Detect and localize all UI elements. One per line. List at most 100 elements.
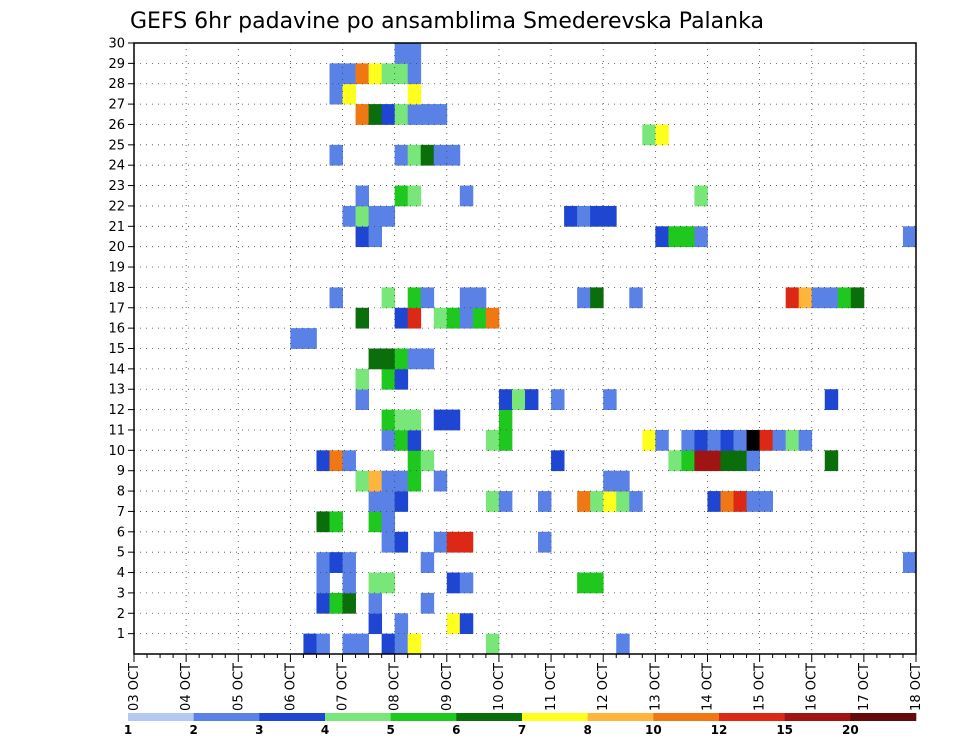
precip-cell (368, 104, 383, 125)
precip-cell (368, 572, 383, 594)
precip-cell (381, 287, 396, 309)
precip-cell (342, 592, 356, 614)
y-tick-label: 18 (108, 281, 125, 296)
colorbar-label: 5 (386, 723, 394, 737)
precip-cell (368, 470, 383, 492)
precip-cell (316, 592, 330, 614)
y-tick-label: 4 (117, 566, 125, 581)
colorbar-swatch (784, 713, 851, 721)
precip-cell (381, 491, 396, 512)
precip-cell (485, 307, 500, 329)
precip-cell (629, 287, 643, 309)
precip-cell (329, 511, 343, 533)
precip-cell (485, 429, 500, 451)
precip-cell (459, 572, 474, 594)
precip-cell (394, 185, 409, 207)
colorbar-label: 2 (189, 723, 197, 737)
y-tick-label: 23 (108, 179, 125, 194)
x-tick-label: 15 OCT (753, 663, 768, 711)
precip-cell (420, 104, 435, 125)
precip-cell (368, 491, 383, 512)
colorbar-swatch (390, 713, 457, 721)
precip-cell (538, 491, 552, 512)
precip-cell (577, 491, 591, 512)
grid-layer (134, 43, 916, 654)
y-tick-label: 13 (108, 383, 125, 398)
precip-cell (707, 429, 721, 451)
precip-cell (746, 429, 760, 451)
x-tick-label: 12 OCT (596, 663, 611, 711)
precip-cell (394, 307, 409, 329)
y-tick-label: 21 (108, 220, 125, 235)
precip-cell (681, 429, 695, 451)
colorbar-swatch (653, 713, 720, 721)
colorbar-label: 6 (452, 723, 460, 737)
precip-cell (394, 429, 409, 451)
precip-cell (394, 531, 409, 553)
precip-cell (668, 450, 682, 472)
colorbar-label: 15 (776, 723, 793, 737)
precip-cell (355, 63, 369, 85)
x-tick-label: 11 OCT (544, 663, 559, 711)
chart-title: GEFS 6hr padavine po ansamblima Smederev… (130, 9, 764, 34)
precip-cell (616, 633, 630, 655)
precip-cell (498, 429, 513, 451)
precip-cell (316, 572, 330, 594)
y-tick-label: 7 (117, 505, 125, 520)
precip-cell (746, 491, 760, 512)
precip-cell (355, 205, 369, 227)
precip-cell (472, 287, 487, 309)
colorbar-swatch (522, 713, 588, 721)
precip-cell (381, 429, 396, 451)
precip-cell (798, 429, 813, 451)
precip-cell (603, 205, 617, 227)
precip-cell (733, 450, 747, 472)
x-tick-label: 17 OCT (857, 663, 872, 711)
precip-cell (837, 287, 852, 309)
precip-cell (681, 226, 695, 248)
precip-cell (394, 43, 409, 64)
precip-cell (329, 552, 343, 573)
precip-cell (720, 429, 734, 451)
precip-cell (433, 307, 448, 329)
precip-cell (433, 104, 448, 125)
precip-cell (498, 389, 513, 410)
precip-cell (433, 409, 448, 431)
x-tick-label: 03 OCT (127, 663, 142, 711)
precip-cell (433, 470, 448, 492)
precip-cell (381, 348, 396, 370)
precip-cell (316, 450, 330, 472)
colorbar-swatch (259, 713, 326, 721)
precip-cell (329, 450, 343, 472)
x-tick-label: 04 OCT (179, 663, 194, 711)
y-tick-label: 19 (108, 261, 125, 276)
precip-cell (694, 429, 708, 451)
y-tick-label: 1 (117, 627, 125, 642)
y-tick-label: 25 (108, 138, 125, 153)
precip-cell (368, 613, 383, 635)
x-axis: 03 OCT 04 OCT 05 OCT 06 OCT 07 OCT 08 OCT 09 O… (127, 654, 924, 711)
precip-cell (785, 287, 800, 309)
precip-cell (668, 226, 682, 248)
precip-cell (577, 205, 591, 227)
precip-cell (642, 124, 656, 146)
precip-cell (329, 83, 343, 105)
precip-cell (681, 450, 695, 472)
y-tick-label: 5 (117, 546, 125, 561)
colorbar-swatch (719, 713, 785, 721)
precip-cell (655, 226, 669, 248)
precip-cell (720, 450, 734, 472)
precip-cell (407, 144, 422, 166)
precip-cell (355, 104, 369, 125)
precip-cell (420, 287, 435, 309)
precip-cell (407, 633, 422, 655)
y-tick-label: 3 (117, 586, 125, 601)
precip-cell (355, 470, 369, 492)
colorbar-swatch (456, 713, 523, 721)
precip-cell (407, 470, 422, 492)
precip-cell (329, 287, 343, 309)
precip-cell (381, 409, 396, 431)
precip-cell (368, 226, 383, 248)
precip-cell (603, 491, 617, 512)
precip-cell (707, 450, 721, 472)
